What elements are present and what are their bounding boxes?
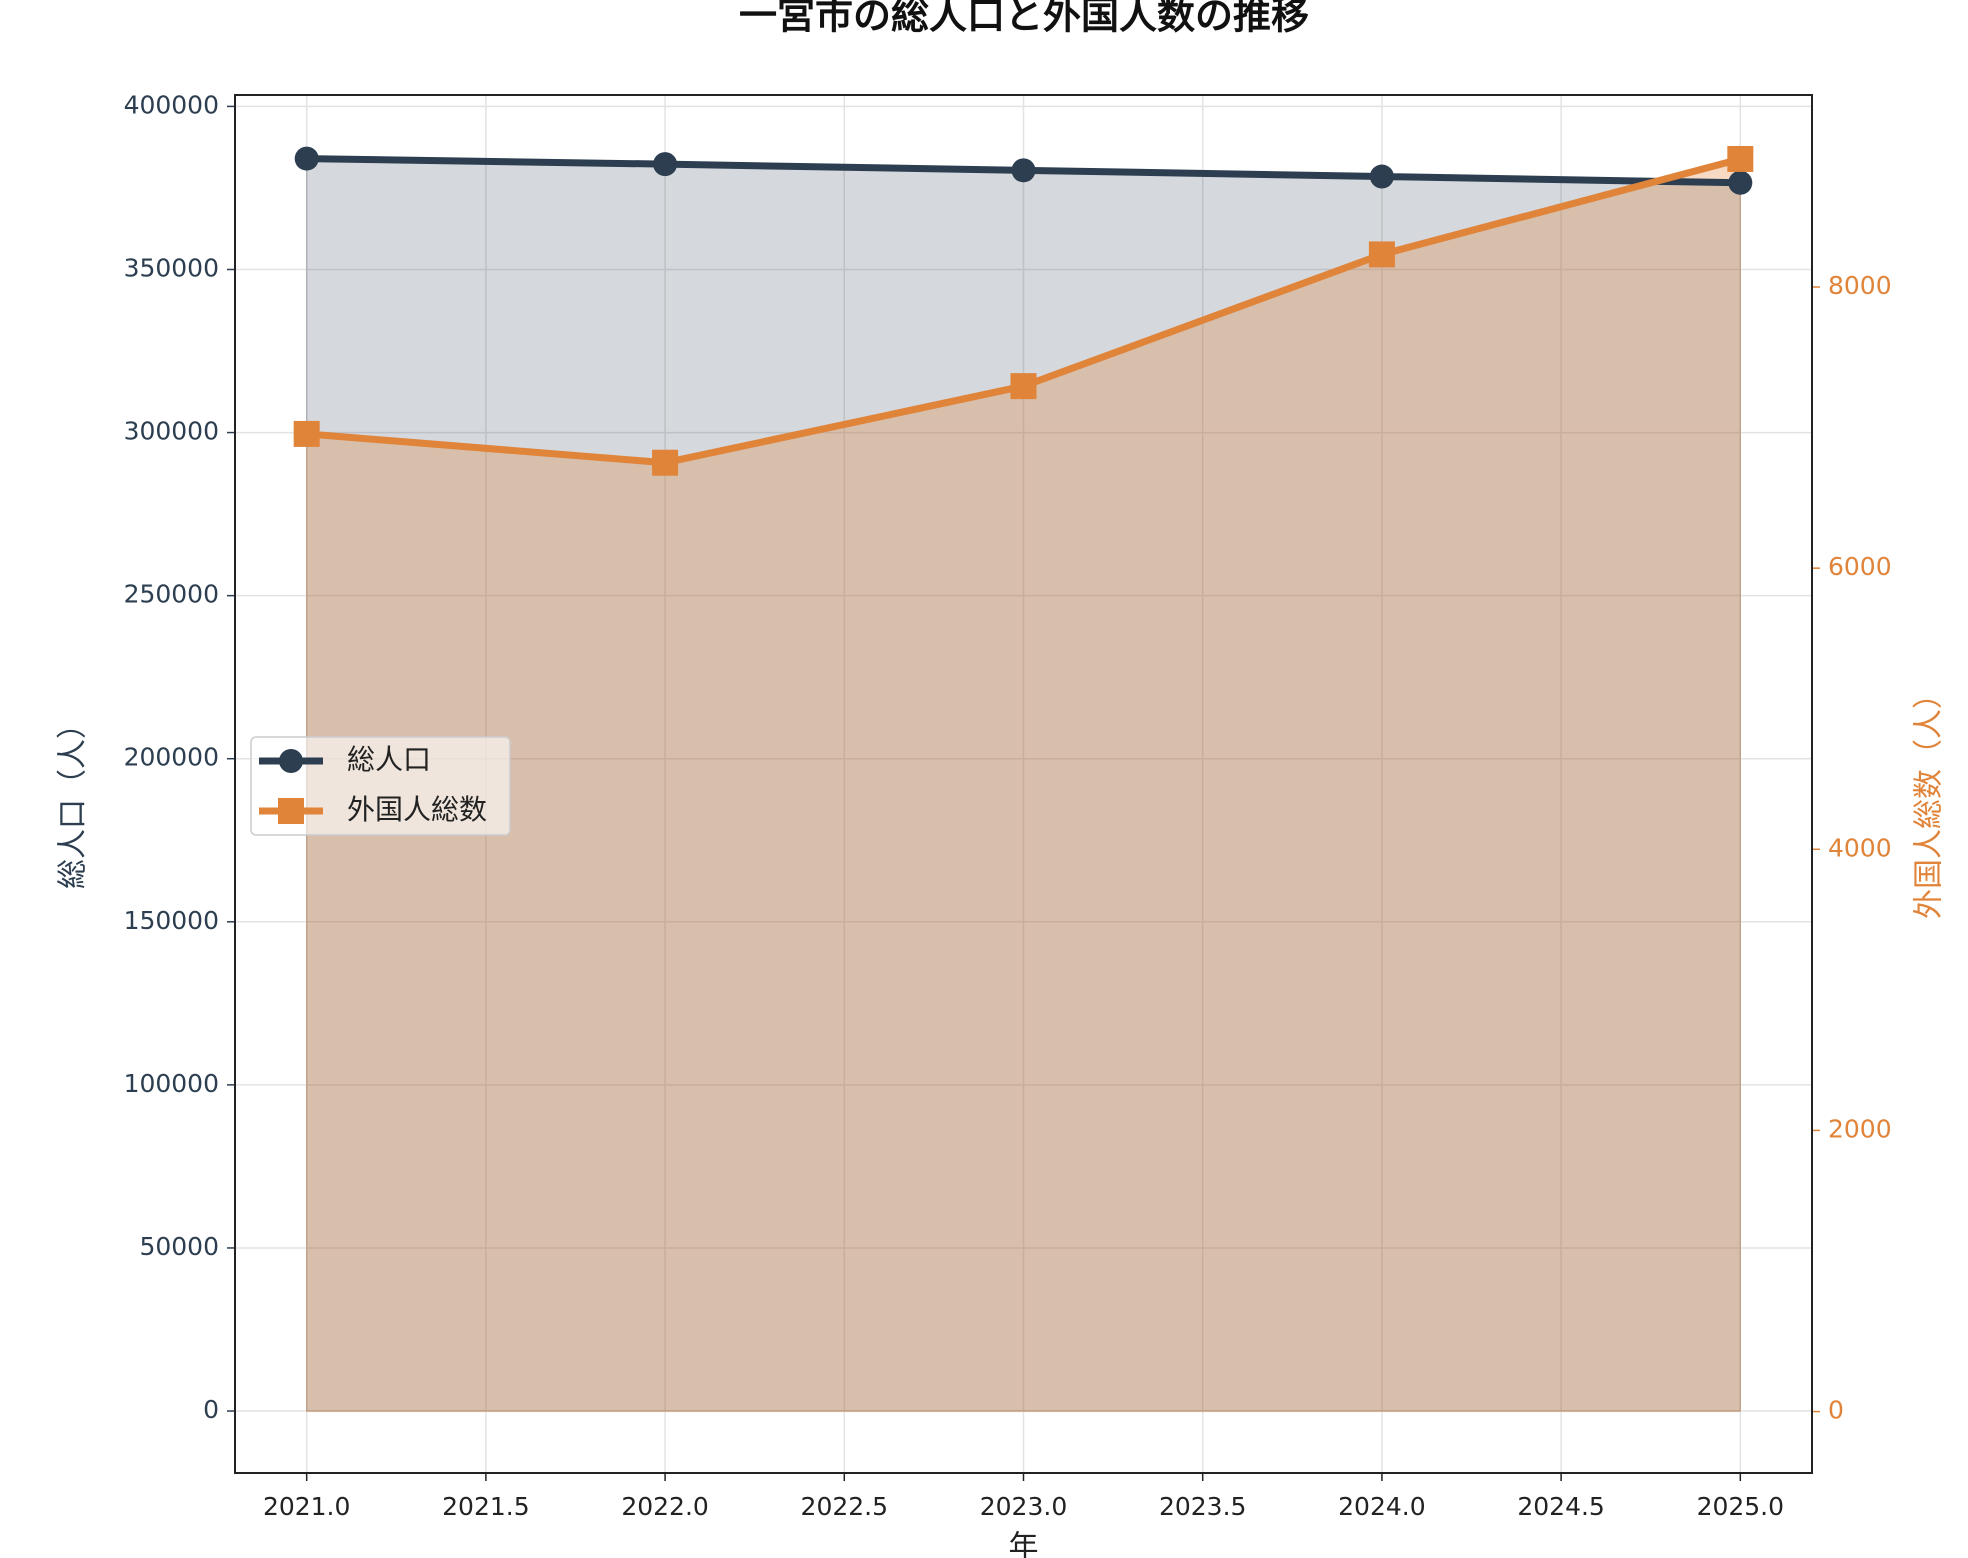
legend-label: 外国人総数 bbox=[347, 793, 487, 826]
marker bbox=[652, 449, 679, 476]
x-tick-label: 2023.5 bbox=[1159, 1492, 1246, 1521]
marker bbox=[653, 152, 678, 177]
legend-marker bbox=[279, 749, 303, 773]
y-tick-label: 50000 bbox=[139, 1232, 219, 1261]
x-tick-label: 2022.0 bbox=[621, 1492, 708, 1521]
y2-tick-label: 4000 bbox=[1828, 833, 1892, 862]
marker bbox=[1368, 241, 1395, 268]
x-tick-label: 2022.5 bbox=[801, 1492, 888, 1521]
marker bbox=[1369, 164, 1394, 189]
y-tick-label: 350000 bbox=[124, 253, 219, 282]
x-tick-label: 2023.0 bbox=[980, 1492, 1067, 1521]
y-axis-label: 総人口（人） bbox=[56, 709, 91, 889]
y-tick-label: 200000 bbox=[124, 743, 219, 772]
y2-axis-label: 外国人総数（人） bbox=[1912, 679, 1947, 919]
legend-label: 総人口 bbox=[347, 743, 431, 776]
y-tick-label: 300000 bbox=[124, 417, 219, 446]
y2-tick-label: 0 bbox=[1828, 1396, 1844, 1425]
y-tick-label: 0 bbox=[203, 1395, 219, 1424]
marker bbox=[293, 420, 320, 447]
y2-tick-label: 8000 bbox=[1828, 271, 1892, 300]
x-tick-label: 2021.5 bbox=[442, 1492, 529, 1521]
y2-tick-label: 2000 bbox=[1828, 1114, 1892, 1143]
x-tick-label: 2021.0 bbox=[263, 1492, 350, 1521]
x-tick-label: 2024.0 bbox=[1338, 1492, 1425, 1521]
y2-tick-label: 6000 bbox=[1828, 552, 1892, 581]
marker bbox=[294, 146, 319, 171]
marker bbox=[1727, 145, 1754, 172]
chart-title: 一宮市の総人口と外国人数の推移 bbox=[739, 0, 1309, 38]
legend-marker bbox=[278, 798, 304, 824]
y-tick-label: 150000 bbox=[124, 906, 219, 935]
y-tick-label: 250000 bbox=[124, 580, 219, 609]
marker bbox=[1728, 170, 1753, 195]
x-axis-label: 年 bbox=[1009, 1530, 1039, 1558]
marker bbox=[1010, 373, 1037, 400]
x-tick-label: 2025.0 bbox=[1697, 1492, 1784, 1521]
x-tick-label: 2024.5 bbox=[1517, 1492, 1604, 1521]
y-tick-label: 100000 bbox=[124, 1069, 219, 1098]
plot-frame bbox=[234, 94, 1813, 1474]
marker bbox=[1011, 158, 1036, 183]
y-tick-label: 400000 bbox=[124, 90, 219, 119]
